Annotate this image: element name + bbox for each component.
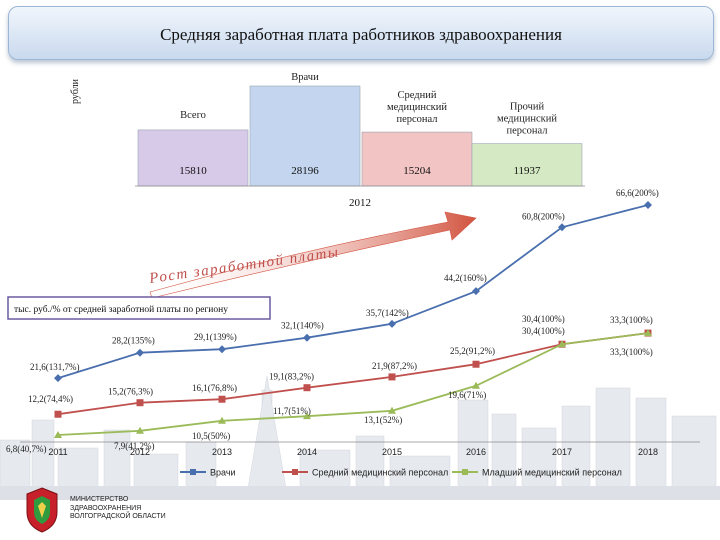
data-label-s1-2018: 66,6(200%) [616, 188, 659, 198]
point-s3-2012 [136, 426, 144, 434]
x-tick-label-2011: 2011 [48, 447, 67, 457]
data-label-s2-2015: 21,9(87,2%) [372, 361, 417, 371]
data-label-s1-2013: 29,1(139%) [194, 332, 237, 342]
point-s3-2016 [472, 381, 480, 389]
data-label-s2-2017: 30,4(100%) [522, 326, 565, 336]
x-tick-label-2016: 2016 [466, 447, 486, 457]
bar-category-label: Средний [398, 90, 437, 101]
point-s3-2018 [644, 329, 652, 337]
ministry-name-line-2: ЗДРАВООХРАНЕНИЯ [70, 504, 142, 512]
point-s3-2013 [218, 416, 226, 424]
point-s1-2016 [472, 287, 480, 296]
bar-value-label: 28196 [291, 165, 319, 177]
x-tick-label-2013: 2013 [212, 447, 232, 457]
point-s2-2016 [472, 360, 480, 368]
point-s2-2014 [303, 384, 311, 392]
bar-value-label: 11937 [513, 165, 541, 177]
x-tick-label-2014: 2014 [297, 447, 317, 457]
bar-category-label: персонал [396, 114, 437, 125]
data-label-s3-2017: 30,4(100%) [522, 314, 565, 324]
line-legend-box: тыс. руб./% от средней заработной платы … [7, 296, 271, 320]
data-label-s3-2018: 33,3(100%) [610, 347, 653, 357]
bar-value-label: 15204 [403, 165, 431, 177]
point-s3-2017 [558, 340, 566, 348]
data-label-s1-2017: 60,8(200%) [522, 211, 565, 221]
data-label-s1-2011: 21,6(131,7%) [30, 362, 80, 372]
growth-title: Рост заработной платы [147, 244, 340, 287]
data-label-s1-2015: 35,7(142%) [366, 308, 409, 318]
point-s3-2011 [54, 431, 62, 438]
bar-4 [471, 143, 583, 187]
x-tick-label-2012: 2012 [130, 447, 150, 457]
series-line-3 [57, 332, 649, 436]
point-s3-2014 [303, 412, 311, 420]
data-label-s2-2011: 12,2(74,4%) [28, 394, 73, 404]
point-s3-2015 [388, 406, 396, 414]
series-line-2 [57, 332, 649, 416]
data-label-s1-2012: 28,2(135%) [112, 336, 155, 346]
bar-category-label: Врачи [291, 72, 319, 83]
legend-label-1: Врачи [210, 468, 236, 478]
ministry-name-line-3: ВОЛГОГРАДСКОЙ ОБЛАСТИ [70, 513, 166, 520]
point-s1-2012 [136, 348, 144, 357]
legend-item-2: Средний медицинский персонал [282, 468, 448, 478]
series-line-1 [57, 204, 649, 379]
point-s2-2013 [218, 395, 226, 403]
bar-value-label: 15810 [179, 165, 207, 177]
legend-label-3: Младший медицинский персонал [482, 468, 622, 478]
data-label-s2-2016: 25,2(91,2%) [450, 346, 495, 356]
data-label-s1-2014: 32,1(140%) [281, 321, 324, 331]
point-s2-2015 [388, 373, 396, 381]
point-s1-2017 [558, 223, 566, 232]
data-label-s3-2015: 13,1(52%) [364, 415, 402, 425]
point-s2-2012 [136, 399, 144, 407]
growth-arrow: Рост заработной платы [147, 211, 477, 299]
legend-item-1: Врачи [180, 468, 236, 478]
ministry-footer: МИНИСТЕРСТВО ЗДРАВООХРАНЕНИЯ ВОЛГОГРАДСК… [22, 486, 242, 536]
ministry-emblem-icon [26, 487, 58, 533]
bar-category-label: персонал [506, 126, 547, 137]
ministry-name: МИНИСТЕРСТВО ЗДРАВООХРАНЕНИЯ ВОЛГОГРАДСК… [70, 496, 166, 522]
data-label-s3-2014: 11,7(51%) [273, 406, 311, 416]
bar-3 [361, 131, 473, 187]
title-banner: Средняя заработная плата работников здра… [8, 6, 714, 60]
point-s2-2011 [54, 410, 62, 418]
bar-2 [249, 85, 361, 187]
bar-1 [137, 129, 249, 187]
point-s1-2013 [218, 345, 226, 354]
data-label-s2-2018: 33,3(100%) [610, 315, 653, 325]
legend-label-2: Средний медицинский персонал [312, 468, 448, 478]
salary-growth-line-chart: тыс. руб./% от средней заработной платы … [6, 188, 700, 478]
salary-2012-bar-chart: 15810Всего28196Врачи15204Средниймедицинс… [135, 72, 585, 209]
legend-item-3: Младший медицинский персонал [452, 468, 622, 478]
line-legend-box-text: тыс. руб./% от средней заработной платы … [14, 304, 228, 315]
bar-category-label: медицинский [497, 114, 557, 125]
data-label-s3-2013: 10,5(50%) [192, 431, 230, 441]
point-s1-2011 [54, 374, 62, 383]
point-s1-2015 [388, 319, 396, 328]
x-tick-label-2017: 2017 [552, 447, 572, 457]
data-label-s3-2012: 7,9(41,2%) [114, 441, 155, 451]
ministry-name-line-1: МИНИСТЕРСТВО [70, 496, 129, 503]
x-tick-label-2015: 2015 [382, 447, 402, 457]
bar-category-label: медицинский [387, 102, 447, 113]
bar-category-label: Всего [180, 110, 206, 121]
point-s1-2018 [644, 201, 652, 209]
city-skyline-background [0, 375, 720, 500]
data-label-s2-2013: 16,1(76,8%) [192, 383, 237, 393]
data-label-s3-2011: 6,8(40,7%) [6, 444, 47, 454]
data-label-s3-2016: 19,6(71%) [448, 390, 486, 400]
bar-x-label: 2012 [349, 197, 371, 209]
data-label-s1-2016: 44,2(160%) [444, 273, 487, 283]
x-tick-label-2018: 2018 [638, 447, 658, 457]
point-s1-2014 [303, 333, 311, 342]
data-label-s2-2012: 15,2(76,3%) [108, 387, 153, 397]
data-label-s2-2014: 19,1(83,2%) [269, 372, 314, 382]
page-title: Средняя заработная плата работников здра… [160, 25, 562, 44]
bar-category-label: Прочий [510, 102, 545, 113]
growth-arrow-shape [149, 211, 477, 299]
